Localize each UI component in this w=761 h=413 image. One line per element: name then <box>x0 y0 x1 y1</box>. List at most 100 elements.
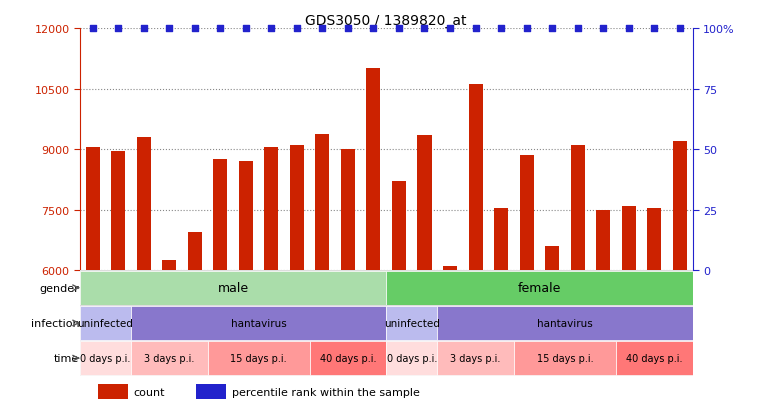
Point <box>622 26 635 32</box>
Point <box>419 26 431 32</box>
Point <box>342 26 354 32</box>
Bar <box>335 29 361 271</box>
Bar <box>239 162 253 271</box>
Bar <box>264 148 279 271</box>
Bar <box>514 29 540 271</box>
Text: infection: infection <box>30 318 79 328</box>
Point <box>266 26 278 32</box>
Bar <box>188 232 202 271</box>
Bar <box>137 138 151 271</box>
Bar <box>386 306 438 340</box>
Bar <box>571 146 584 271</box>
Point <box>495 26 507 32</box>
Bar <box>667 29 693 271</box>
Bar <box>591 29 616 271</box>
Text: percentile rank within the sample: percentile rank within the sample <box>232 387 420 397</box>
Bar <box>111 152 126 271</box>
Bar <box>131 342 208 375</box>
Bar <box>80 29 106 271</box>
Bar <box>392 182 406 271</box>
Bar <box>208 29 233 271</box>
Bar <box>290 146 304 271</box>
Text: count: count <box>134 387 165 397</box>
Point <box>138 26 150 32</box>
Bar <box>386 29 412 271</box>
Text: 3 days p.i.: 3 days p.i. <box>144 353 194 363</box>
Bar <box>565 29 591 271</box>
Point <box>163 26 175 32</box>
Text: hantavirus: hantavirus <box>231 318 286 328</box>
Point <box>470 26 482 32</box>
Bar <box>208 342 310 375</box>
Point <box>572 26 584 32</box>
Text: uninfected: uninfected <box>384 318 440 328</box>
Bar <box>80 271 386 305</box>
Bar <box>438 29 463 271</box>
Bar <box>80 342 131 375</box>
Bar <box>463 29 489 271</box>
Bar <box>494 208 508 271</box>
Bar <box>545 246 559 271</box>
Bar <box>233 29 259 271</box>
Text: uninfected: uninfected <box>78 318 133 328</box>
Text: male: male <box>218 282 249 294</box>
Bar <box>341 150 355 271</box>
Point <box>87 26 99 32</box>
Point <box>368 26 380 32</box>
Bar <box>106 29 131 271</box>
Bar <box>489 29 514 271</box>
Bar <box>182 29 208 271</box>
Point <box>648 26 661 32</box>
Bar <box>412 29 438 271</box>
Bar <box>157 29 182 271</box>
Point <box>393 26 405 32</box>
Bar <box>596 210 610 271</box>
Bar <box>310 29 335 271</box>
Text: 3 days p.i.: 3 days p.i. <box>451 353 501 363</box>
Bar <box>642 29 667 271</box>
Bar <box>520 156 533 271</box>
Bar <box>647 208 661 271</box>
Text: 40 days p.i.: 40 days p.i. <box>626 353 683 363</box>
Bar <box>514 342 616 375</box>
Bar <box>386 342 438 375</box>
Point <box>597 26 610 32</box>
Text: gender: gender <box>40 283 79 293</box>
Point <box>546 26 559 32</box>
Title: GDS3050 / 1389820_at: GDS3050 / 1389820_at <box>305 14 467 28</box>
Bar <box>438 306 693 340</box>
Text: 15 days p.i.: 15 days p.i. <box>231 353 287 363</box>
Point <box>189 26 201 32</box>
Bar <box>162 261 177 271</box>
Point <box>240 26 252 32</box>
Bar <box>673 142 686 271</box>
Bar <box>213 160 228 271</box>
Point <box>673 26 686 32</box>
Bar <box>616 29 642 271</box>
Point <box>317 26 329 32</box>
Bar <box>540 29 565 271</box>
Bar <box>80 306 131 340</box>
Bar <box>622 206 635 271</box>
Text: 0 days p.i.: 0 days p.i. <box>80 353 131 363</box>
Bar <box>98 384 128 399</box>
Point <box>112 26 124 32</box>
Text: female: female <box>517 282 561 294</box>
Bar <box>196 384 226 399</box>
Bar <box>469 85 482 271</box>
Point <box>521 26 533 32</box>
Text: 40 days p.i.: 40 days p.i. <box>320 353 376 363</box>
Bar <box>284 29 310 271</box>
Bar <box>386 271 693 305</box>
Text: 15 days p.i.: 15 days p.i. <box>537 353 593 363</box>
Bar <box>361 29 386 271</box>
Bar <box>131 306 386 340</box>
Bar <box>86 148 100 271</box>
Bar <box>616 342 693 375</box>
Bar <box>310 342 386 375</box>
Bar <box>438 342 514 375</box>
Text: time: time <box>54 353 79 363</box>
Bar <box>315 134 330 271</box>
Text: 0 days p.i.: 0 days p.i. <box>387 353 437 363</box>
Point <box>214 26 226 32</box>
